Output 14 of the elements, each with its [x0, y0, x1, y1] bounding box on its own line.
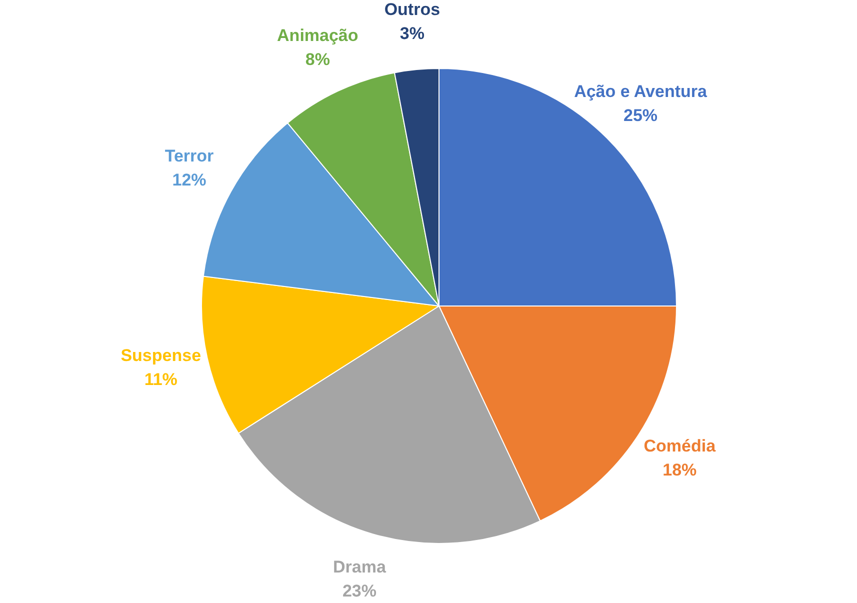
data-label: 12% — [172, 170, 206, 190]
slice-label: Animação — [277, 26, 358, 45]
data-label: 11% — [144, 370, 178, 389]
data-label: 3% — [400, 24, 424, 43]
slice-label: Outros — [384, 0, 440, 19]
data-label: 25% — [624, 106, 658, 126]
slice-label: Ação e Aventura — [574, 82, 708, 102]
slice-label: Drama — [333, 557, 386, 576]
slice-label: Terror — [164, 146, 214, 166]
slice-label: Comédia — [644, 436, 716, 456]
data-label: 23% — [342, 581, 377, 600]
slice-label: Suspense — [120, 346, 202, 365]
data-label: 18% — [662, 460, 697, 480]
data-label: 8% — [305, 50, 330, 69]
